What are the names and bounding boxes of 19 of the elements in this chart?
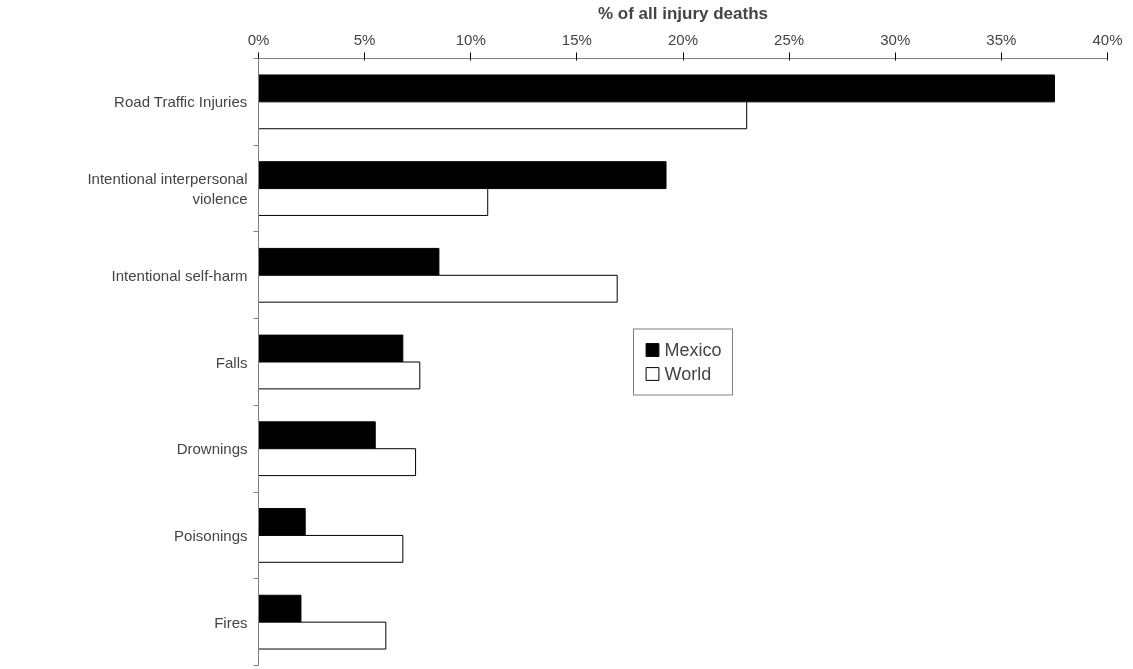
x-tick-label: 20% (667, 30, 699, 48)
x-tick-label: 25% (774, 30, 805, 48)
y-tick-label: Intentional interpersonal violence (87, 169, 248, 208)
y-tick-label: Road Traffic Injuries (114, 93, 248, 111)
x-tick-label: 15% (561, 30, 592, 48)
y-tick-label: Drownings (176, 440, 248, 458)
legend-label: Mexico (664, 339, 722, 360)
x-tick-label: 0% (247, 30, 270, 48)
x-tick-label: 35% (986, 30, 1017, 48)
x-tick-label: 10% (455, 30, 486, 48)
x-tick-label: 5% (353, 30, 376, 48)
x-tick-label: 40% (1092, 30, 1123, 48)
y-tick-label: Intentional self-harm (111, 266, 248, 284)
y-tick-label: Falls (215, 353, 248, 371)
y-tick-label: Fires (214, 613, 248, 631)
y-tick-label: Poisonings (174, 526, 248, 544)
legend-label: World (664, 363, 712, 384)
x-axis-title: % of all injury deaths (597, 3, 769, 23)
x-tick-label: 30% (880, 30, 911, 48)
